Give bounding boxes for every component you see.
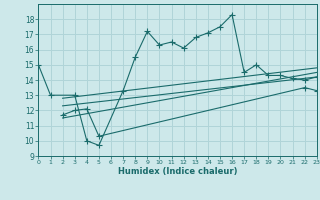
X-axis label: Humidex (Indice chaleur): Humidex (Indice chaleur) bbox=[118, 167, 237, 176]
